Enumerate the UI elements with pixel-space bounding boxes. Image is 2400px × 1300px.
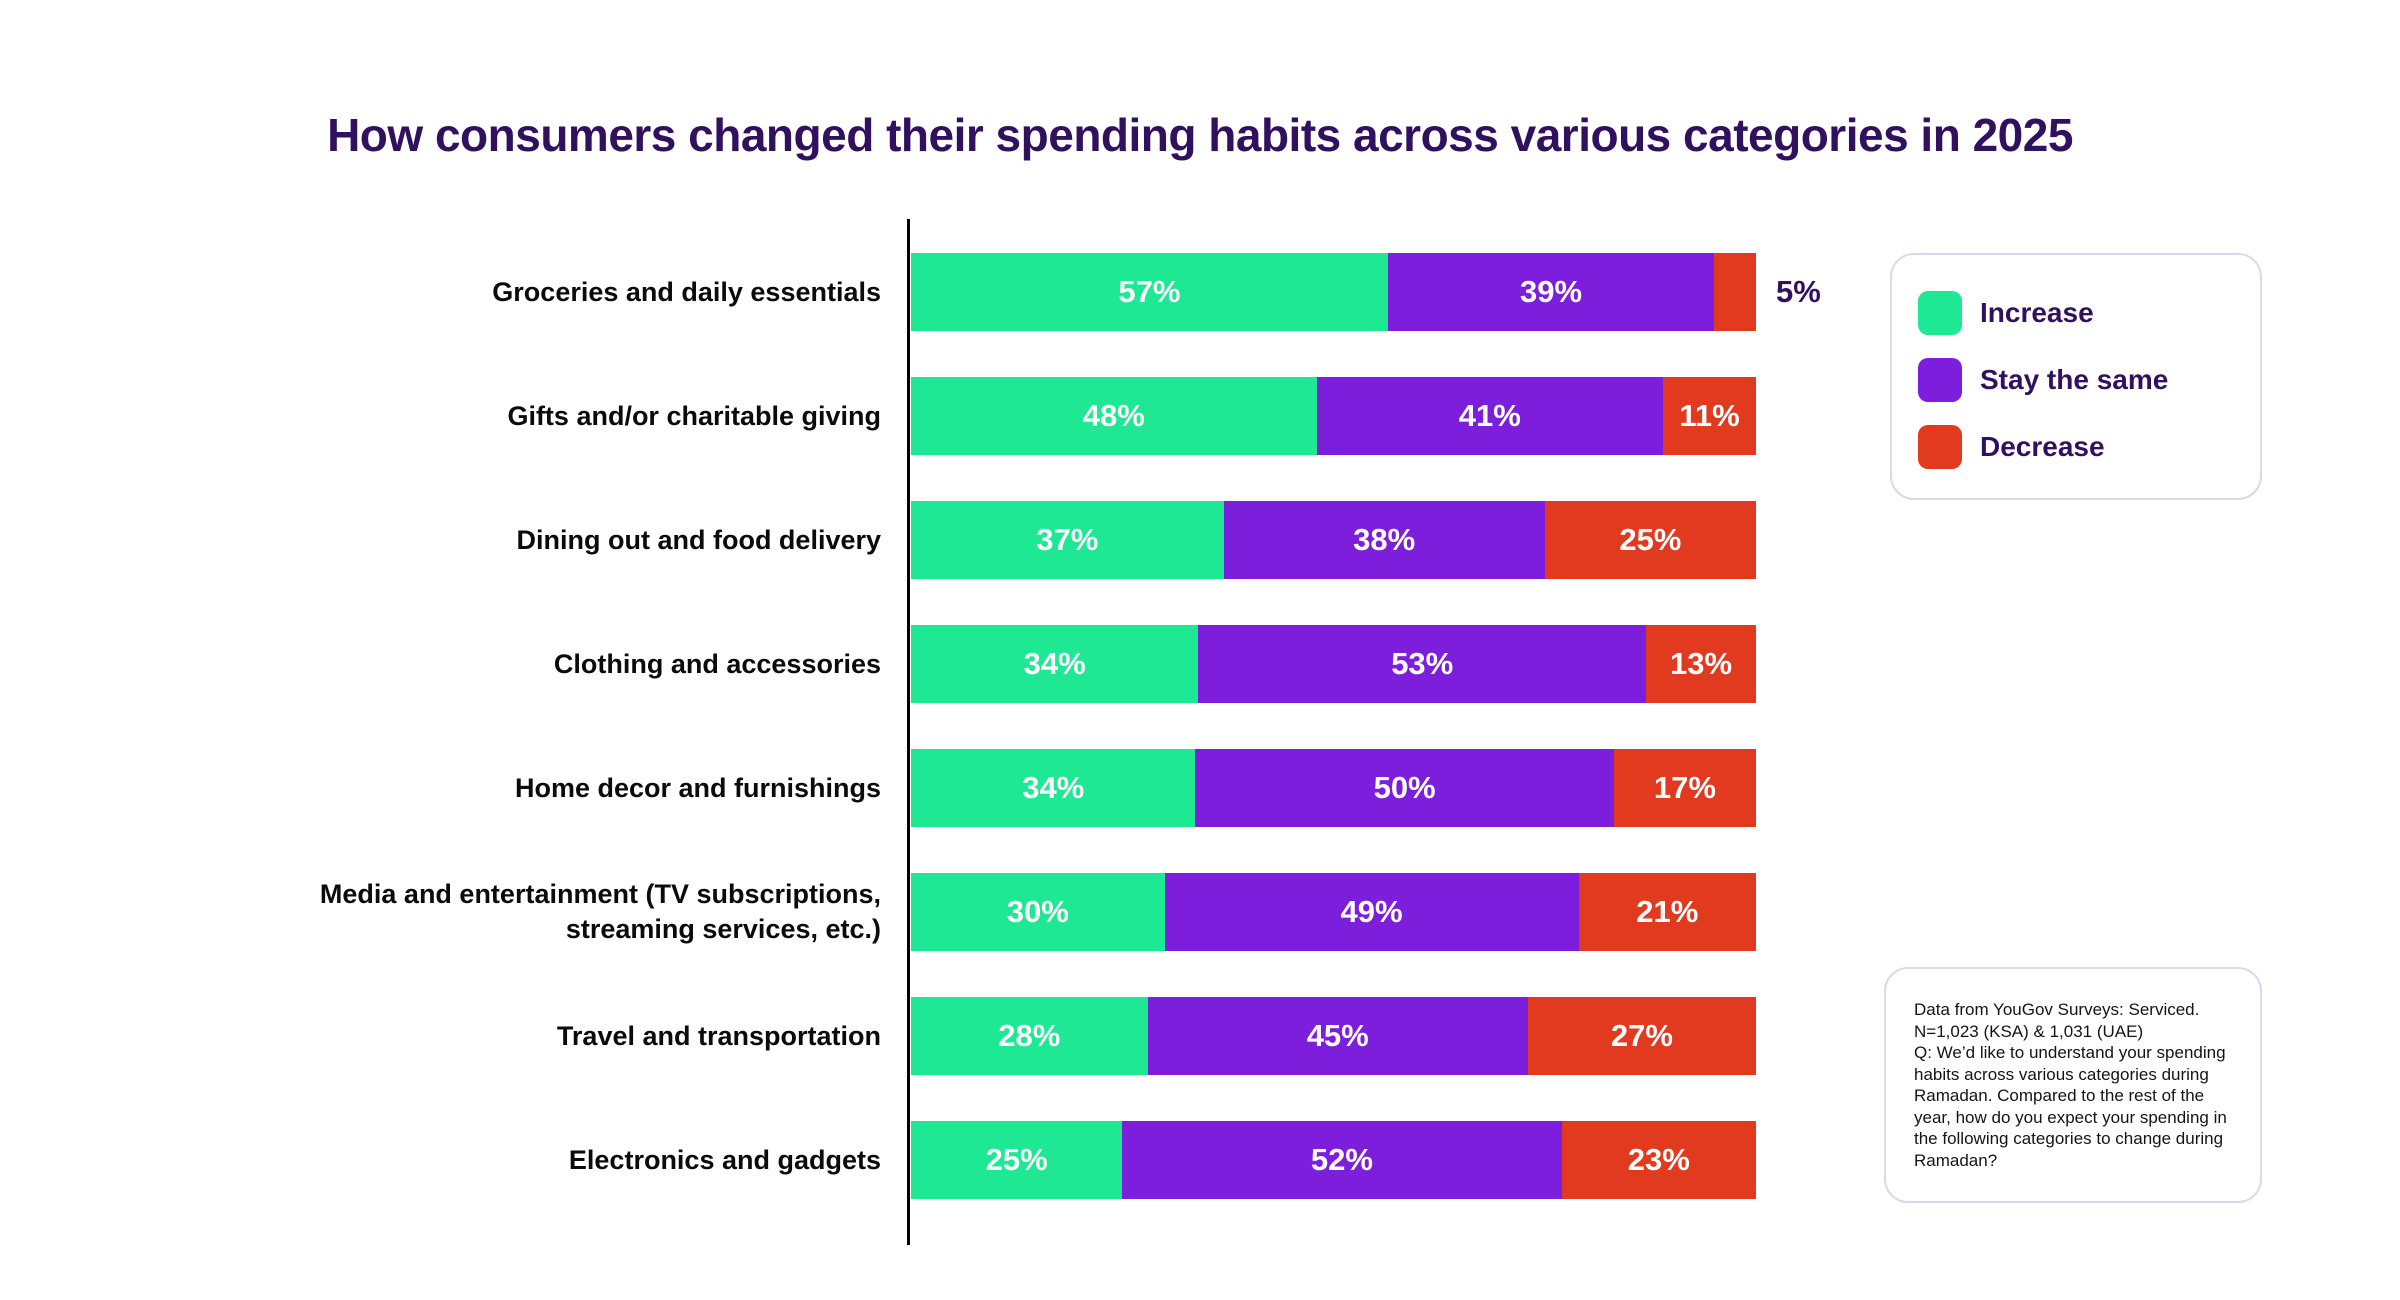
legend-swatch-icon — [1918, 425, 1962, 469]
bar-segment-stay-the-same: 41% — [1316, 377, 1664, 455]
bar-segment-decrease: 23% — [1561, 1121, 1756, 1199]
legend-item-increase: Increase — [1918, 291, 2260, 335]
chart-row: Travel and transportation 28% 45% 27% — [296, 997, 1856, 1075]
bar-value-label: 34% — [1023, 646, 1086, 681]
chart-row: Media and entertainment (TV subscription… — [296, 873, 1856, 951]
footnote-text: Data from YouGov Surveys: Serviced. N=1,… — [1914, 1000, 2227, 1170]
bar-value-label: 34% — [1022, 770, 1085, 805]
bar-value-label: 45% — [1306, 1018, 1369, 1053]
bar-segment-stay-the-same: 53% — [1198, 625, 1647, 703]
bar-track: 25% 52% 23% — [911, 1121, 1756, 1199]
bar-value-label: 57% — [1118, 274, 1181, 309]
bar-segment-stay-the-same: 50% — [1195, 749, 1614, 827]
bar-track: 37% 38% 25% — [911, 501, 1756, 579]
bar-value-label: 52% — [1310, 1142, 1373, 1177]
legend-label: Decrease — [1980, 431, 2105, 462]
legend-swatch-icon — [1918, 358, 1962, 402]
bar-segment-increase: 48% — [911, 377, 1317, 455]
legend-label: Increase — [1980, 297, 2094, 328]
chart-row: Clothing and accessories 34% 53% 13% — [296, 625, 1856, 703]
bar-value-label: 21% — [1636, 894, 1699, 929]
chart-row: Gifts and/or charitable giving 48% 41% 11% — [296, 377, 1856, 455]
bar-segment-stay-the-same: 49% — [1164, 873, 1579, 951]
y-axis-baseline — [907, 219, 910, 1245]
bar-value-label: 48% — [1082, 398, 1145, 433]
stacked-bar-chart: Groceries and daily essentials 57% 39% 5% Gi… — [296, 253, 1856, 1245]
bar-segment-decrease: 11% — [1663, 377, 1756, 455]
bar-track: 34% 53% 13% — [911, 625, 1756, 703]
bar-value-label: 39% — [1519, 274, 1583, 309]
bar-value-label: 28% — [998, 1018, 1061, 1053]
bar-value-label: 38% — [1353, 522, 1416, 557]
bar-track: 48% 41% 11% — [911, 377, 1756, 455]
bar-segment-stay-the-same: 45% — [1147, 997, 1528, 1075]
bar-segment-decrease: 27% — [1527, 997, 1756, 1075]
footnote-panel: Data from YouGov Surveys: Serviced. N=1,… — [1884, 967, 2262, 1203]
bar-segment-stay-the-same: 39% — [1387, 253, 1715, 331]
legend-item-decrease: Decrease — [1918, 425, 2260, 469]
chart-row: Home decor and furnishings 34% 50% 17% — [296, 749, 1856, 827]
chart-row: Dining out and food delivery 37% 38% 25% — [296, 501, 1856, 579]
category-label: Gifts and/or charitable giving — [507, 400, 881, 431]
bar-track: 28% 45% 27% — [911, 997, 1756, 1075]
category-label: Groceries and daily essentials — [492, 276, 881, 307]
bar-segment-stay-the-same: 52% — [1122, 1121, 1562, 1199]
category-label: Home decor and furnishings — [514, 772, 881, 803]
bar-segment-decrease: 13% — [1646, 625, 1756, 703]
category-label: Dining out and food delivery — [516, 524, 882, 555]
bar-segment-increase: 34% — [911, 625, 1199, 703]
bar-value-label: 49% — [1340, 894, 1403, 929]
category-label: Media and entertainment (TV subscription… — [319, 879, 881, 944]
legend-panel: Increase Stay the same Decrease — [1890, 253, 2262, 500]
bar-track: 34% 50% 17% — [911, 749, 1756, 827]
bar-value-label: 25% — [985, 1142, 1048, 1177]
bar-segment-increase: 57% — [911, 253, 1388, 331]
bar-value-label: 37% — [1036, 522, 1099, 557]
bar-value-label-outside: 5% — [1776, 274, 1821, 309]
bar-value-label: 53% — [1391, 646, 1454, 681]
bar-value-label: 23% — [1627, 1142, 1690, 1177]
bar-segment-stay-the-same: 38% — [1223, 501, 1545, 579]
bar-value-label: 41% — [1458, 398, 1521, 433]
bar-segment-increase: 28% — [911, 997, 1148, 1075]
bar-value-label: 11% — [1679, 398, 1740, 433]
bar-segment-decrease — [1714, 253, 1756, 331]
bar-segment-increase: 34% — [911, 749, 1196, 827]
bar-value-label: 17% — [1653, 770, 1716, 805]
legend-label: Stay the same — [1980, 364, 2169, 395]
bar-track: 57% 39% — [911, 253, 1756, 331]
bar-track: 30% 49% 21% — [911, 873, 1756, 951]
bar-segment-decrease: 25% — [1544, 501, 1756, 579]
bar-segment-increase: 30% — [911, 873, 1165, 951]
category-label: Travel and transportation — [556, 1020, 881, 1051]
chart-row: Groceries and daily essentials 57% 39% 5% — [296, 253, 1856, 331]
bar-value-label: 13% — [1670, 646, 1733, 681]
bar-value-label: 27% — [1610, 1018, 1673, 1053]
legend-item-stay-the-same: Stay the same — [1918, 358, 2260, 402]
category-label: Clothing and accessories — [553, 648, 881, 679]
chart-row: Electronics and gadgets 25% 52% 23% — [296, 1121, 1856, 1199]
chart-title: How consumers changed their spending hab… — [327, 109, 2073, 161]
bar-segment-increase: 37% — [911, 501, 1224, 579]
bar-segment-decrease: 21% — [1578, 873, 1756, 951]
bar-segment-decrease: 17% — [1613, 749, 1756, 827]
bar-segment-increase: 25% — [911, 1121, 1123, 1199]
bar-value-label: 30% — [1006, 894, 1069, 929]
bar-value-label: 50% — [1373, 770, 1436, 805]
category-label: Electronics and gadgets — [568, 1144, 881, 1175]
legend-swatch-icon — [1918, 291, 1962, 335]
bar-value-label: 25% — [1619, 522, 1682, 557]
